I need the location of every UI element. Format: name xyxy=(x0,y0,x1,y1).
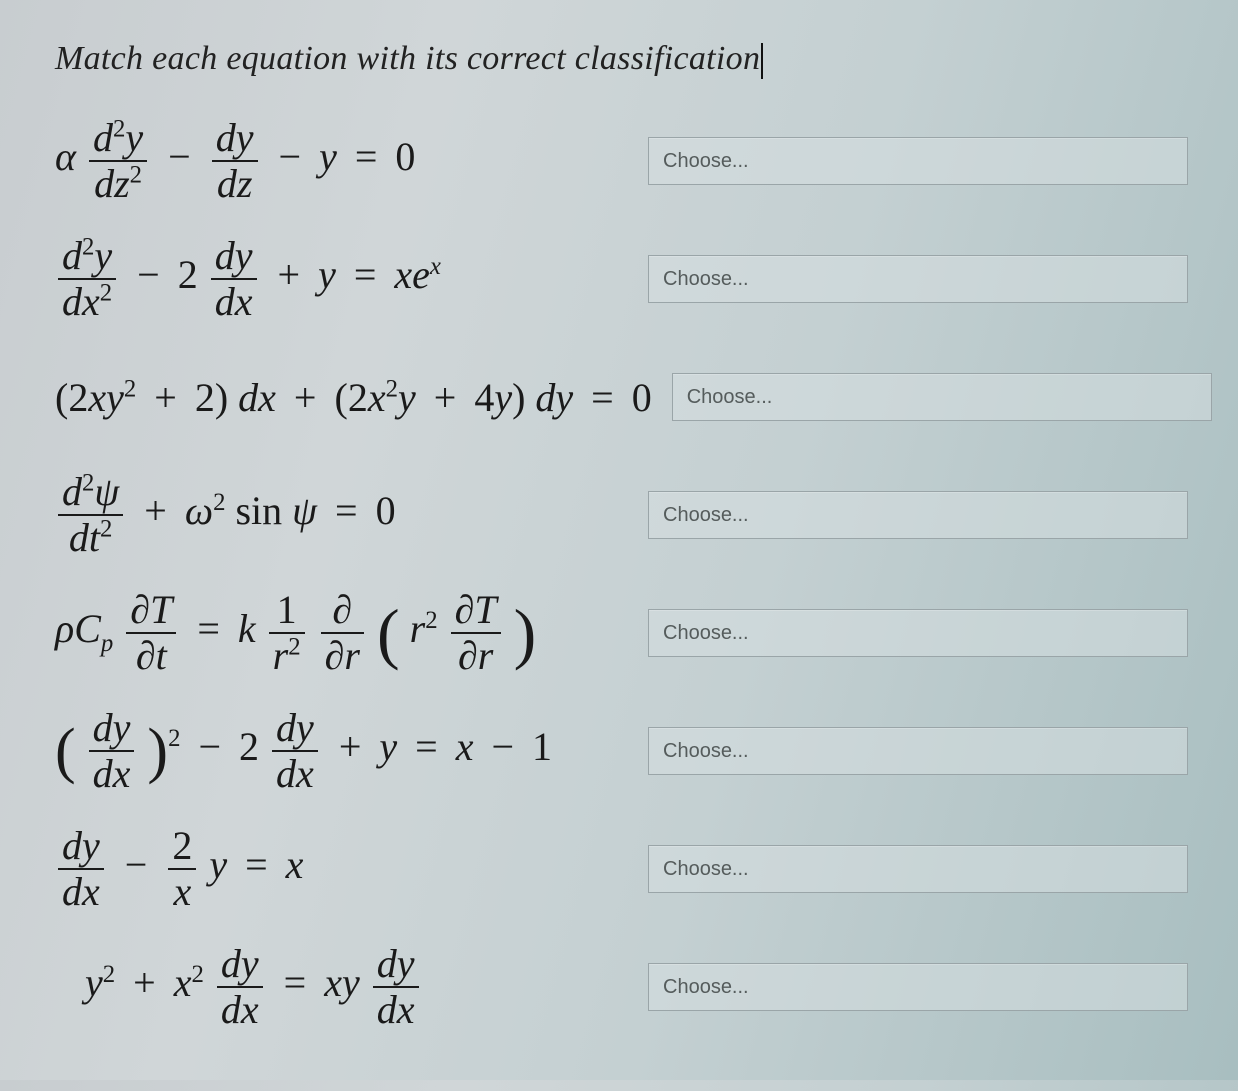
fraction: d2ψ dt2 xyxy=(58,471,123,559)
fraction: dy dx xyxy=(373,943,419,1031)
fraction: 2 x xyxy=(168,825,196,913)
equation-6: ( dy dx )2 − 2 dy dx + y = x − 1 xyxy=(55,707,572,795)
matching-row: ρCp ∂T ∂t = k 1 r2 ∂ ∂r ( r2 ∂T ∂r ) xyxy=(55,579,1188,687)
classification-dropdown-1[interactable]: Choose... xyxy=(648,137,1188,185)
dropdown-wrap: Choose... xyxy=(416,491,1188,539)
fraction: d2y dz2 xyxy=(89,117,147,205)
fraction: dy dx xyxy=(211,235,257,323)
classification-dropdown-6[interactable]: Choose... xyxy=(648,727,1188,775)
dropdown-placeholder: Choose... xyxy=(687,386,773,409)
left-paren-icon: ( xyxy=(377,595,400,671)
prompt-text: Match each equation with its correct cla… xyxy=(55,40,1188,79)
dropdown-placeholder: Choose... xyxy=(663,858,749,881)
dropdown-placeholder: Choose... xyxy=(663,504,749,527)
op-minus: − xyxy=(168,134,191,179)
dropdown-wrap: Choose... xyxy=(442,963,1188,1011)
matching-row: ( dy dx )2 − 2 dy dx + y = x − 1 Choose.… xyxy=(55,697,1188,805)
equation-8: y2 + x2 dy dx = xy dy dx xyxy=(85,943,442,1031)
dropdown-wrap: Choose... xyxy=(672,373,1212,421)
fraction: dy dx xyxy=(272,707,318,795)
right-paren-icon: ) xyxy=(514,595,537,671)
text-cursor xyxy=(761,43,763,79)
matching-row: dy dx − 2 x y = x Choose... xyxy=(55,815,1188,923)
fraction: ∂T ∂r xyxy=(451,589,501,677)
equation-3: (2xy2 + 2) dx + (2x2y + 4y) dy = 0 xyxy=(55,374,672,421)
fraction: ∂ ∂r xyxy=(321,589,364,677)
fraction: dy dx xyxy=(89,707,135,795)
matching-row: d2ψ dt2 + ω2 sin ψ = 0 Choose... xyxy=(55,461,1188,569)
matching-row: d2y dx2 − 2 dy dx + y = xex Choose... xyxy=(55,225,1188,333)
dropdown-wrap: Choose... xyxy=(435,137,1188,185)
prompt-label: Match each equation with its correct cla… xyxy=(55,40,760,77)
classification-dropdown-4[interactable]: Choose... xyxy=(648,491,1188,539)
fraction: dy dx xyxy=(217,943,263,1031)
dropdown-placeholder: Choose... xyxy=(663,976,749,999)
equation-5: ρCp ∂T ∂t = k 1 r2 ∂ ∂r ( r2 ∂T ∂r ) xyxy=(55,589,556,677)
matching-row: y2 + x2 dy dx = xy dy dx Choose... xyxy=(55,933,1188,1041)
dropdown-wrap: Choose... xyxy=(461,255,1188,303)
dropdown-placeholder: Choose... xyxy=(663,622,749,645)
fraction: d2y dx2 xyxy=(58,235,116,323)
fraction: ∂T ∂t xyxy=(126,589,176,677)
equation-1: α d2y dz2 − dy dz − y = 0 xyxy=(55,117,435,205)
question-page: Match each equation with its correct cla… xyxy=(0,0,1238,1091)
right-paren-icon: ) xyxy=(147,717,168,785)
sym-alpha: α xyxy=(55,134,76,179)
fraction: dy dx xyxy=(58,825,104,913)
left-paren-icon: ( xyxy=(55,717,76,785)
classification-dropdown-3[interactable]: Choose... xyxy=(672,373,1212,421)
dropdown-wrap: Choose... xyxy=(323,845,1188,893)
classification-dropdown-7[interactable]: Choose... xyxy=(648,845,1188,893)
dropdown-placeholder: Choose... xyxy=(663,268,749,291)
classification-dropdown-5[interactable]: Choose... xyxy=(648,609,1188,657)
matching-row: (2xy2 + 2) dx + (2x2y + 4y) dy = 0 Choos… xyxy=(55,343,1188,451)
dropdown-placeholder: Choose... xyxy=(663,150,749,173)
fraction: dy dz xyxy=(212,117,258,205)
equation-7: dy dx − 2 x y = x xyxy=(55,825,323,913)
dropdown-placeholder: Choose... xyxy=(663,740,749,763)
matching-row: α d2y dz2 − dy dz − y = 0 Choose... xyxy=(55,107,1188,215)
dropdown-wrap: Choose... xyxy=(572,727,1188,775)
equation-4: d2ψ dt2 + ω2 sin ψ = 0 xyxy=(55,471,416,559)
fraction: 1 r2 xyxy=(269,589,305,677)
dropdown-wrap: Choose... xyxy=(556,609,1188,657)
classification-dropdown-8[interactable]: Choose... xyxy=(648,963,1188,1011)
equation-2: d2y dx2 − 2 dy dx + y = xex xyxy=(55,235,461,323)
classification-dropdown-2[interactable]: Choose... xyxy=(648,255,1188,303)
